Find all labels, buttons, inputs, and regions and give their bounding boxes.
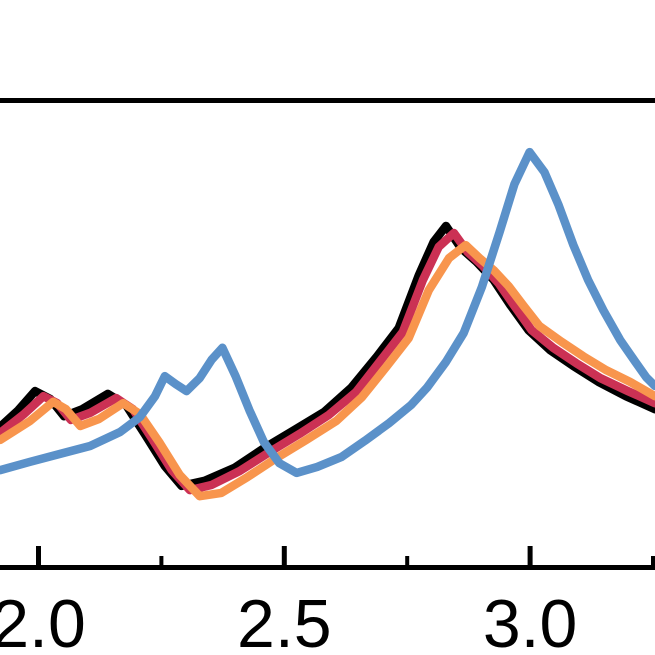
series-black-line (0, 221, 655, 491)
series-orange-line (0, 240, 655, 501)
x-tick-label: 3.0 (483, 586, 578, 655)
series-crimson-line (0, 228, 655, 495)
x-tick-label: 2.0 (0, 586, 86, 655)
x-tick-label: 2.5 (237, 586, 332, 655)
series-blue-line (0, 147, 655, 478)
